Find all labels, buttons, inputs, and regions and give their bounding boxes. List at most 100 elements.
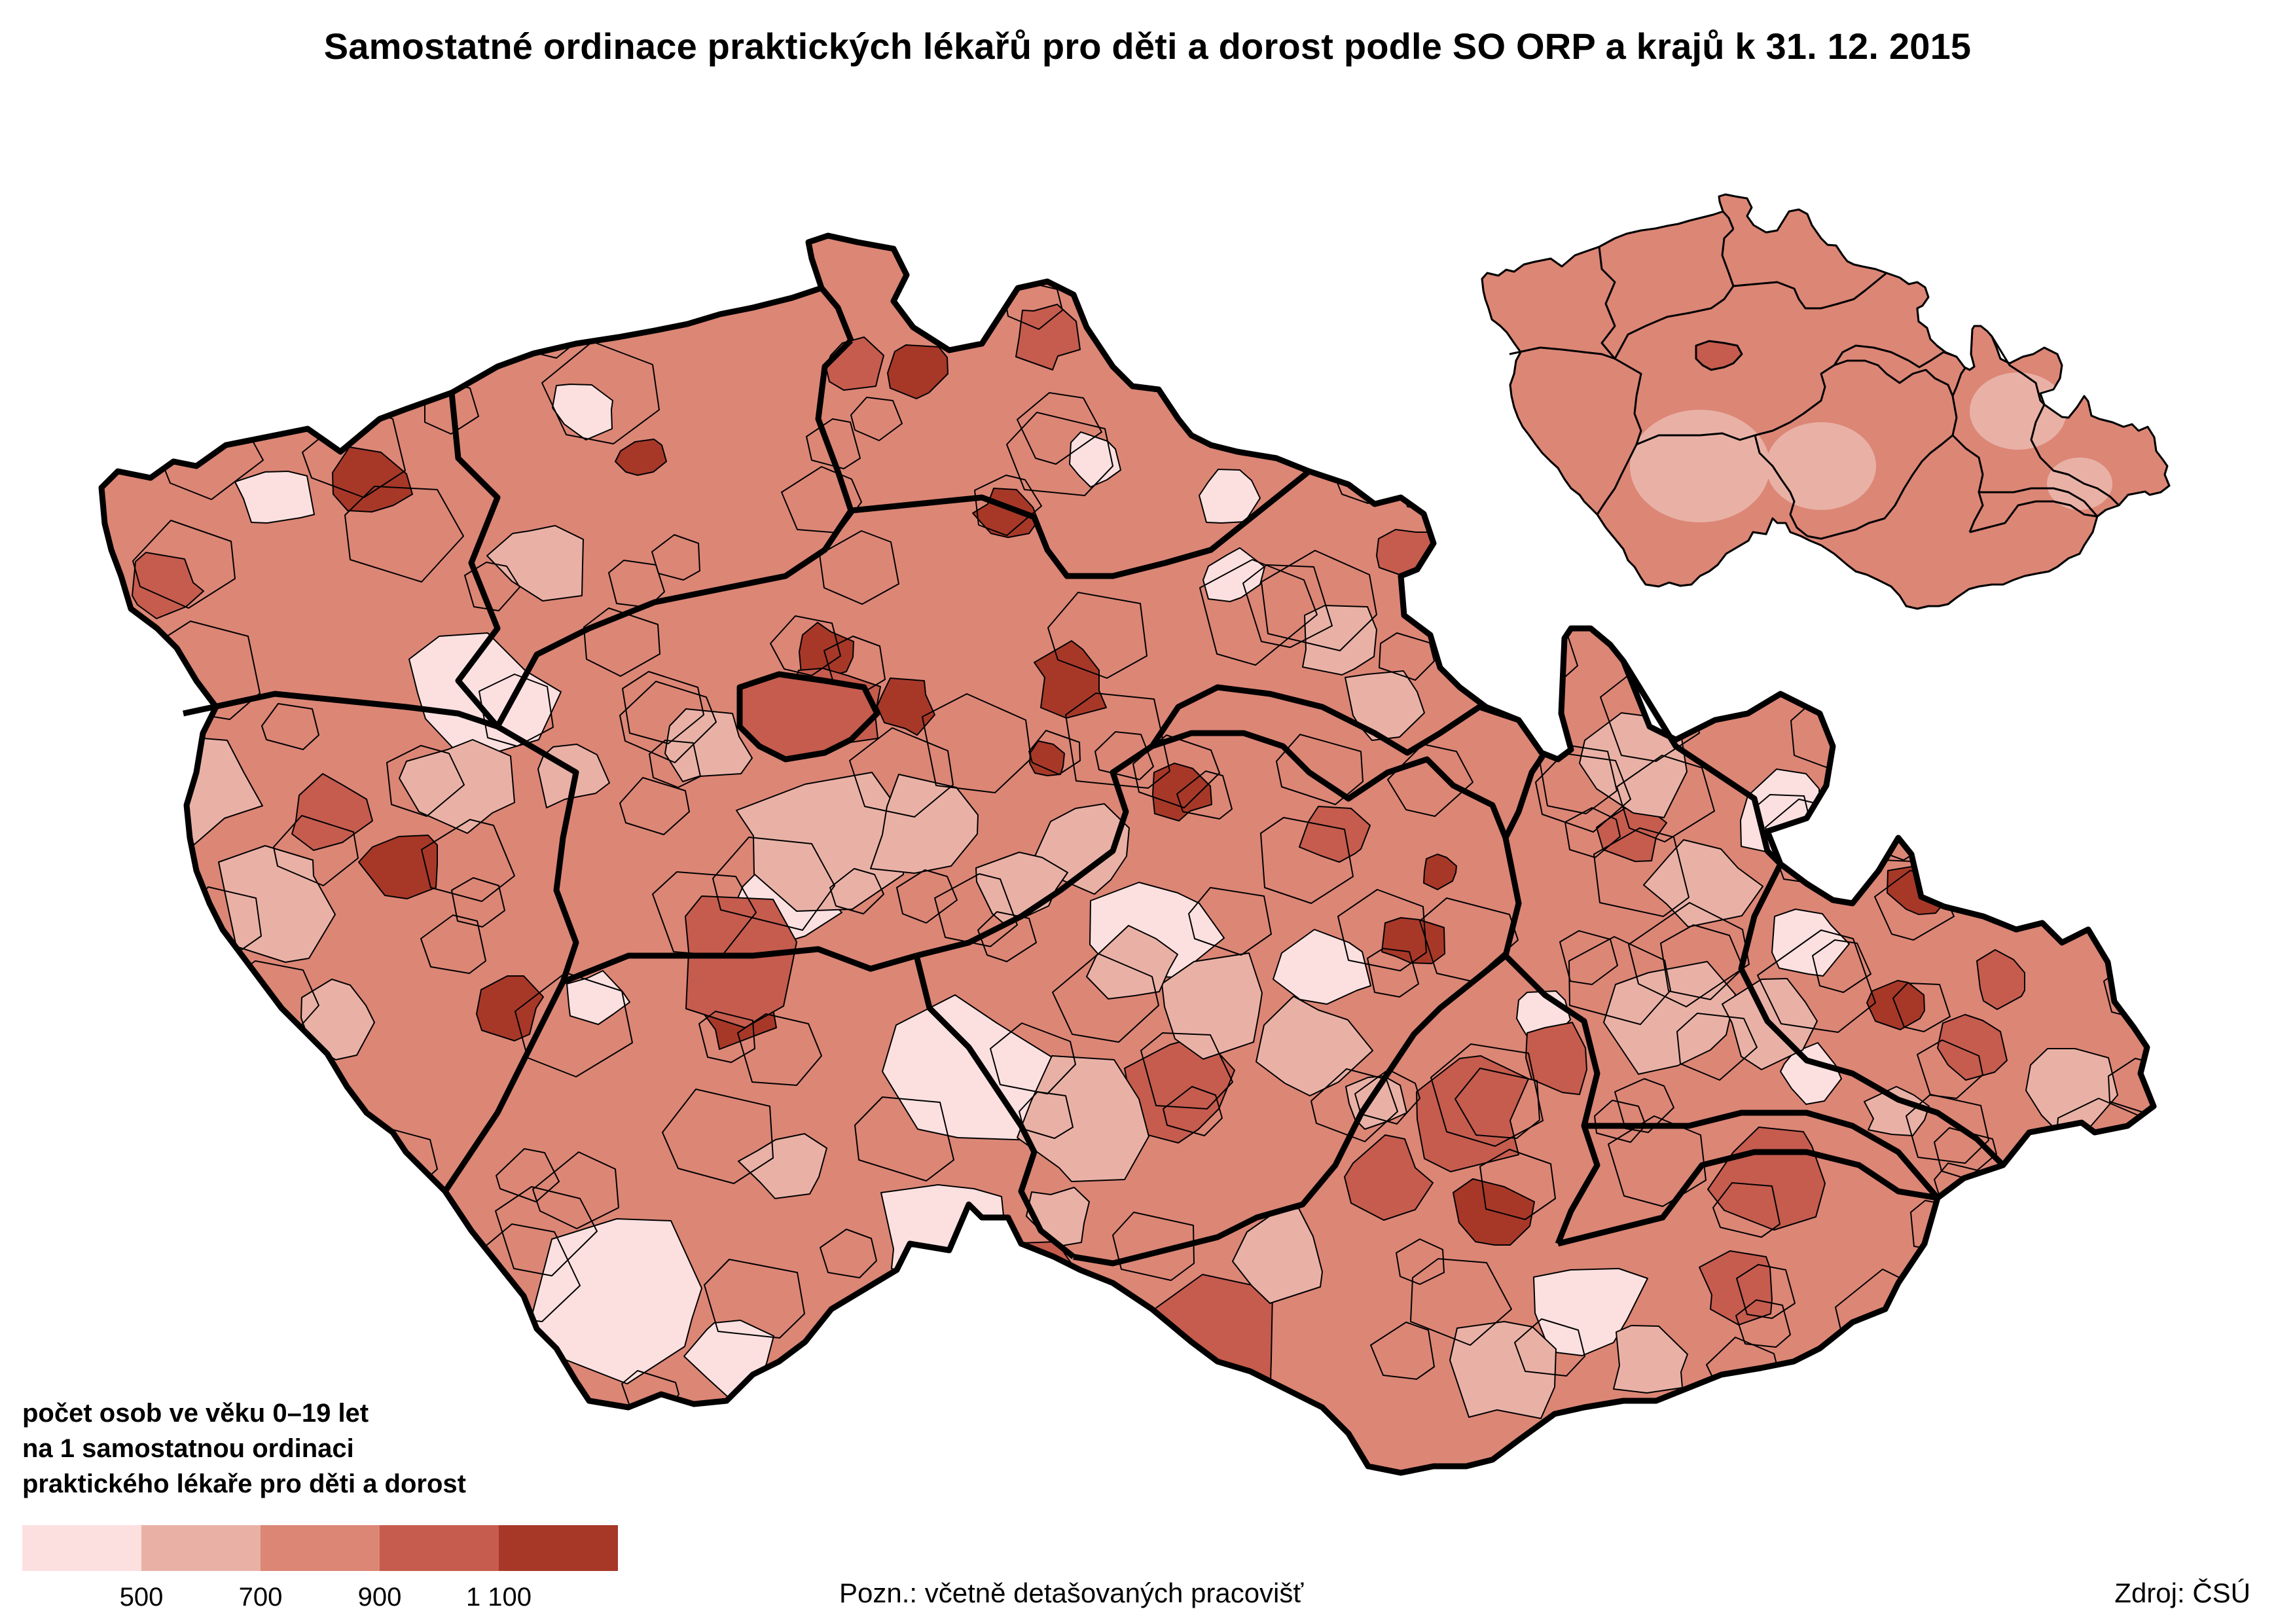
orp-boundary [1616, 755, 1715, 842]
legend-title: počet osob ve věku 0–19 let na 1 samosta… [22, 1396, 466, 1502]
orp-boundary [1736, 1264, 1796, 1319]
orp-boundary [1628, 902, 1750, 1007]
region-border [915, 730, 1509, 959]
legend-swatch-5 [499, 1525, 618, 1571]
orp-boundary [479, 674, 554, 747]
orp-boundary [464, 562, 520, 611]
orp-boundary [934, 873, 1018, 947]
region-borders [98, 232, 2157, 1476]
legend-swatch-4 [380, 1525, 499, 1571]
orp-district [358, 835, 438, 899]
legend-title-line: na 1 samostatnou ordinaci [22, 1434, 354, 1463]
region-border [850, 469, 1311, 579]
orp-boundary [820, 1229, 877, 1278]
inset-region-border [1833, 344, 1957, 369]
inset-region-border [1598, 246, 1616, 359]
orp-boundary [698, 1011, 755, 1063]
orp-boundary [541, 341, 660, 444]
region-border [495, 338, 854, 729]
region-border [1502, 751, 1547, 840]
orp-boundary [1172, 336, 1240, 393]
orp-district [876, 677, 935, 736]
orp-boundary [1712, 1182, 1780, 1238]
orp-boundary [1370, 1322, 1435, 1380]
orp-boundary [1614, 1078, 1674, 1133]
orp-boundary [386, 745, 465, 817]
orp-boundary [1019, 1091, 1074, 1139]
prague-border [736, 671, 880, 763]
orp-boundary [1006, 412, 1113, 496]
orp-district [300, 979, 375, 1060]
orp-boundary [1396, 1238, 1445, 1285]
region-border [496, 724, 579, 983]
orp-boundary [1815, 618, 1908, 698]
legend-swatch-3 [261, 1525, 380, 1571]
orp-boundary [1163, 1086, 1223, 1136]
orp-boundary [854, 1096, 954, 1182]
orp-district [1643, 839, 1763, 928]
orp-boundary [1017, 392, 1102, 465]
inset-regions-map [1481, 193, 2171, 610]
region-border [1584, 1110, 1940, 1200]
orp-district [1299, 806, 1371, 863]
inset-region-border [1969, 500, 2098, 533]
region-border [1557, 1149, 1938, 1247]
orp-boundary [662, 1089, 774, 1184]
orp-boundary [619, 681, 717, 763]
orp-district [615, 439, 667, 476]
orp-boundary [1276, 734, 1364, 805]
orp-boundary [1961, 1349, 2068, 1448]
legend-title-line: praktického lékaře pro děti a dorost [22, 1470, 466, 1498]
orp-boundary [1261, 550, 1377, 651]
orp-districts [101, 236, 2154, 1473]
legend-break-label: 1 100 [465, 1583, 532, 1612]
orp-boundary [974, 475, 1042, 536]
orp-district [1937, 1014, 2008, 1081]
orp-district [1381, 917, 1445, 964]
orp-boundary [1676, 1013, 1758, 1081]
orp-boundary [1410, 1258, 1512, 1346]
orp-boundary [1132, 734, 1220, 808]
orp-boundary [1514, 1318, 1585, 1377]
inset-region-border [1754, 435, 1808, 537]
legend-swatch-2 [141, 1525, 261, 1571]
inset-region-border [1979, 487, 2099, 517]
inset-region-border [1991, 336, 2046, 406]
orp-district [234, 471, 315, 524]
orp-district [132, 552, 204, 619]
orp-boundary [850, 397, 903, 441]
orp-boundary [2078, 1156, 2137, 1206]
region-border [819, 286, 854, 342]
orp-boundary [1065, 693, 1170, 789]
orp-boundary [2091, 840, 2152, 892]
orp-boundary [1260, 817, 1354, 904]
legend-break-label: 500 [119, 1583, 164, 1612]
orp-boundary [101, 1336, 149, 1386]
orp-district [1015, 304, 1081, 370]
orp-district [1533, 1268, 1648, 1356]
orp-district [1161, 952, 1263, 1060]
orp-district [1864, 1086, 1930, 1136]
orp-district [1199, 469, 1261, 524]
orp-boundary [261, 703, 319, 750]
inset-region-border [1722, 210, 1735, 230]
legend-title-line: počet osob ve věku 0–19 let [22, 1399, 369, 1428]
country-border [98, 232, 2157, 1476]
orp-boundary [806, 418, 861, 469]
orp-boundary [649, 740, 701, 788]
orp-boundary [712, 837, 835, 931]
orp-boundary [1826, 764, 1943, 862]
orp-boundary [1198, 1379, 1248, 1425]
orp-boundary [977, 911, 1037, 962]
orp-boundary [1028, 730, 1081, 775]
orp-district [399, 739, 515, 834]
region-border [1503, 953, 1600, 1245]
orp-boundary [1594, 1100, 1646, 1143]
orp-boundary [922, 693, 1032, 793]
orp-boundary [1439, 421, 1537, 508]
inset-country-fill [1482, 194, 2169, 609]
inset-region [1630, 410, 1770, 522]
orp-boundary [1094, 731, 1154, 780]
orp-boundary [1593, 827, 1690, 917]
orp-district [1976, 949, 2025, 1010]
